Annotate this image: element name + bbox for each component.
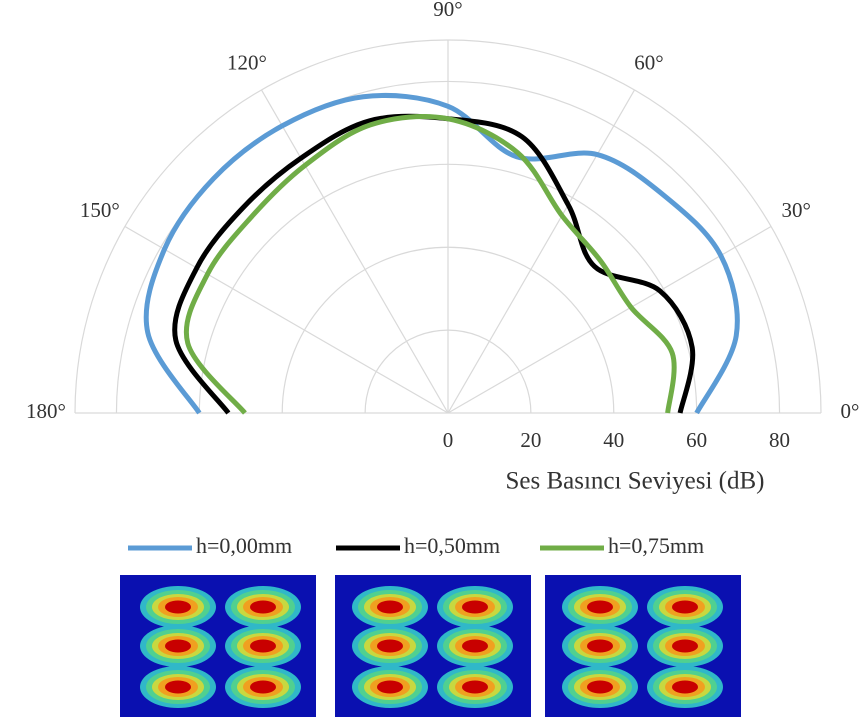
- theta-tick-label: 60°: [634, 51, 663, 75]
- grid-spoke: [260, 89, 449, 414]
- grid-spoke: [447, 225, 772, 414]
- theta-tick-label: 30°: [781, 198, 810, 222]
- theta-tick-label: 150°: [80, 198, 120, 222]
- legend: h=0,00mm h=0,50mm h=0,75mm: [128, 533, 704, 558]
- grid-spoke: [447, 89, 636, 414]
- r-tick-label: 80: [769, 428, 790, 452]
- series-line: [143, 92, 740, 415]
- legend-label: h=0,50mm: [404, 533, 500, 558]
- contour-panel: [545, 575, 741, 717]
- theta-tick-label: 180°: [26, 399, 66, 423]
- contour-panel: [120, 575, 316, 717]
- r-tick-label: 60: [686, 428, 707, 452]
- grid: [74, 39, 822, 414]
- series-line: [183, 114, 677, 415]
- r-tick-label: 20: [520, 428, 541, 452]
- contour-panel: [335, 575, 531, 717]
- grid-spoke: [124, 225, 449, 414]
- r-tick-label: 40: [603, 428, 624, 452]
- r-tick-label: 0: [443, 428, 454, 452]
- axis-label: Ses Basıncı Seviyesi (dB): [505, 468, 764, 495]
- legend-label: h=0,75mm: [608, 533, 704, 558]
- theta-tick-label: 0°: [841, 399, 860, 423]
- legend-label: h=0,00mm: [196, 533, 292, 558]
- lines: [143, 92, 740, 415]
- theta-tick-label: 90°: [433, 0, 462, 21]
- theta-tick-label: 120°: [227, 51, 267, 75]
